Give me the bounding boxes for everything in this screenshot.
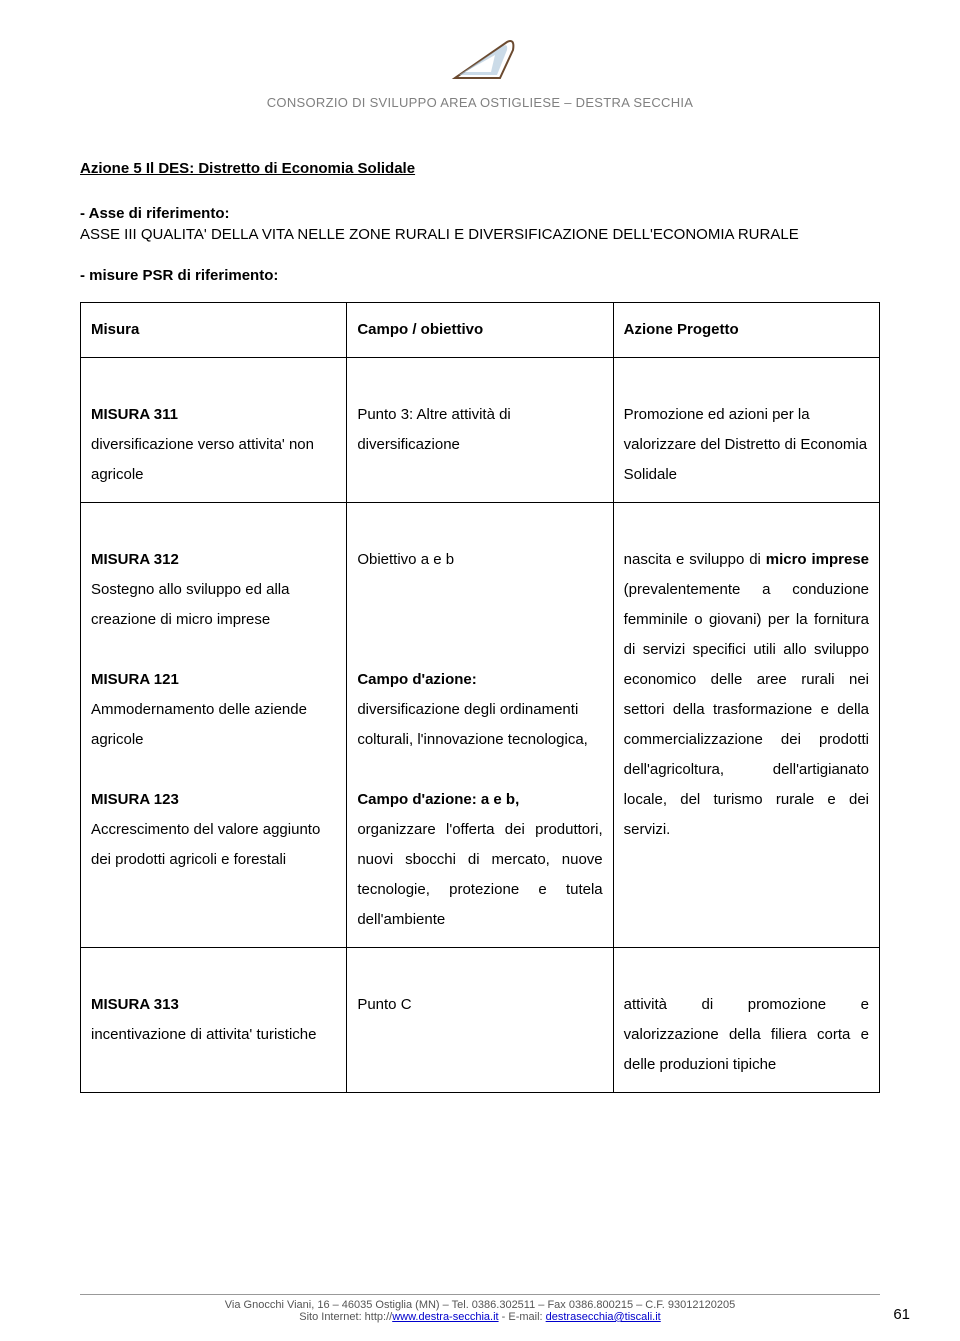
cell-text: attività di promozione e valorizzazione … [624, 996, 869, 1073]
footer-text: - E-mail: [499, 1311, 546, 1323]
table-header-misura: Misura [81, 303, 347, 358]
cell-misura-313: MISURA 313 incentivazione di attivita' t… [81, 948, 347, 1093]
cell-azione: attività di promozione e valorizzazione … [613, 948, 879, 1093]
cell-campo: Punto 3: Altre attività di diversificazi… [347, 358, 613, 503]
cell-azione: nascita e sviluppo di micro imprese (pre… [613, 503, 879, 948]
footer-line1: Via Gnocchi Viani, 16 – 46035 Ostiglia (… [0, 1299, 960, 1311]
table-row: MISURA 311 diversificazione verso attivi… [81, 358, 880, 503]
section-title: Azione 5 Il DES: Distretto di Economia S… [80, 160, 880, 177]
misura-desc: incentivazione di attivita' turistiche [91, 1026, 316, 1043]
cell-text: nascita e sviluppo di [624, 551, 766, 568]
misura-desc: Sostegno allo sviluppo ed alla creazione… [91, 581, 289, 628]
table-row: Misura Campo / obiettivo Azione Progetto [81, 303, 880, 358]
cell-text: diversificazione degli ordinamenti coltu… [357, 701, 588, 748]
table-row: MISURA 313 incentivazione di attivita' t… [81, 948, 880, 1093]
cell-misura-group: MISURA 312 Sostegno allo sviluppo ed all… [81, 503, 347, 948]
table-row: MISURA 312 Sostegno allo sviluppo ed all… [81, 503, 880, 948]
table-header-campo: Campo / obiettivo [347, 303, 613, 358]
campo-label: Campo d'azione: a e b, [357, 791, 519, 808]
cell-campo: Obiettivo a e b Campo d'azione: diversif… [347, 503, 613, 948]
table-header-azione: Azione Progetto [613, 303, 879, 358]
cell-text: Punto C [357, 996, 411, 1013]
cell-text: Promozione ed azioni per la valorizzare … [624, 406, 867, 483]
cell-text: Punto 3: Altre attività di diversificazi… [357, 406, 510, 453]
cell-campo: Punto C [347, 948, 613, 1093]
footer-line2: Sito Internet: http://www.destra-secchia… [0, 1311, 960, 1323]
cell-text: (prevalentemente a conduzione femminile … [624, 581, 869, 838]
misura-desc: diversificazione verso attivita' non agr… [91, 436, 314, 483]
asse-label: - Asse di riferimento: [80, 205, 880, 222]
cell-text: Obiettivo a e b [357, 551, 454, 568]
campo-label: Campo d'azione: [357, 671, 476, 688]
org-name: CONSORZIO DI SVILUPPO AREA OSTIGLIESE – … [80, 95, 880, 110]
psr-label: - misure PSR di riferimento: [80, 267, 880, 284]
page-header: CONSORZIO DI SVILUPPO AREA OSTIGLIESE – … [80, 30, 880, 110]
footer-link-site[interactable]: www.destra-secchia.it [392, 1311, 498, 1323]
measures-table: Misura Campo / obiettivo Azione Progetto… [80, 302, 880, 1093]
footer-link-email[interactable]: destrasecchia@tiscali.it [546, 1311, 661, 1323]
page-number: 61 [893, 1306, 910, 1323]
footer-text: Sito Internet: http:// [299, 1311, 392, 1323]
cell-azione: Promozione ed azioni per la valorizzare … [613, 358, 879, 503]
misura-code: MISURA 311 [91, 406, 178, 423]
page-footer: Via Gnocchi Viani, 16 – 46035 Ostiglia (… [0, 1294, 960, 1323]
cell-misura-311: MISURA 311 diversificazione verso attivi… [81, 358, 347, 503]
misura-code: MISURA 123 [91, 791, 179, 808]
misura-code: MISURA 313 [91, 996, 179, 1013]
misura-code: MISURA 121 [91, 671, 179, 688]
logo [435, 30, 525, 90]
cell-text: organizzare l'offerta dei produttori, nu… [357, 815, 602, 935]
misura-code: MISURA 312 [91, 551, 179, 568]
cell-bold: micro imprese [766, 551, 869, 568]
asse-text: ASSE III QUALITA' DELLA VITA NELLE ZONE … [80, 226, 880, 243]
misura-desc: Accrescimento del valore aggiunto dei pr… [91, 821, 320, 868]
misura-desc: Ammodernamento delle aziende agricole [91, 701, 307, 748]
